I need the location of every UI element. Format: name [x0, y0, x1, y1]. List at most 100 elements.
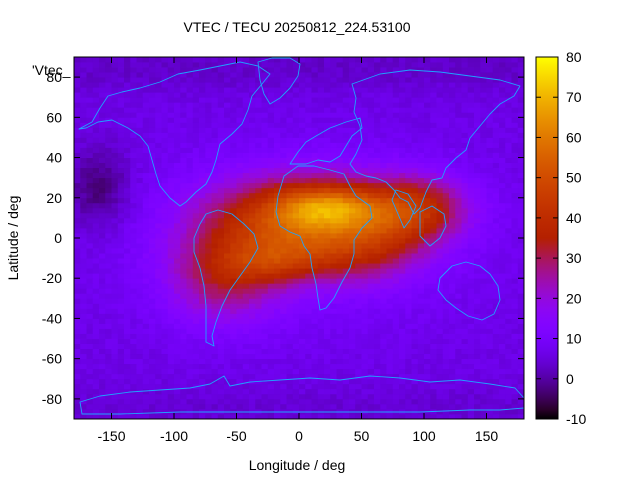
- heatmap-cell: [242, 368, 250, 375]
- heatmap-cell: [286, 398, 294, 405]
- heatmap-cell: [361, 308, 369, 314]
- heatmap-cell: [386, 348, 394, 355]
- heatmap-cell: [455, 398, 462, 405]
- heatmap-cell: [499, 303, 506, 309]
- heatmap-cell: [80, 353, 87, 360]
- heatmap-cell: [117, 192, 125, 199]
- heatmap-cell: [224, 177, 231, 184]
- heatmap-cell: [255, 333, 262, 339]
- heatmap-cell: [111, 348, 119, 355]
- heatmap-cell: [486, 323, 494, 329]
- heatmap-cell: [486, 403, 494, 410]
- heatmap-cell: [430, 167, 437, 174]
- heatmap-cell: [461, 87, 469, 93]
- heatmap-cell: [349, 348, 356, 355]
- heatmap-cell: [267, 303, 275, 309]
- heatmap-cell: [467, 243, 475, 249]
- heatmap-cell: [286, 338, 294, 344]
- heatmap-cell: [355, 238, 362, 244]
- heatmap-cell: [342, 373, 350, 380]
- heatmap-cell: [317, 232, 325, 239]
- heatmap-cell: [136, 167, 144, 174]
- heatmap-cell: [517, 82, 525, 88]
- heatmap-cell: [511, 222, 519, 229]
- heatmap-cell: [105, 82, 112, 88]
- heatmap-cell: [486, 117, 494, 123]
- heatmap-cell: [180, 353, 187, 360]
- heatmap-cell: [142, 343, 150, 350]
- heatmap-cell: [80, 363, 87, 370]
- heatmap-cell: [336, 378, 344, 385]
- heatmap-cell: [136, 102, 144, 108]
- heatmap-cell: [336, 197, 344, 204]
- heatmap-cell: [167, 368, 175, 375]
- heatmap-cell: [255, 112, 262, 118]
- heatmap-cell: [299, 82, 306, 88]
- heatmap-cell: [417, 288, 425, 294]
- heatmap-cell: [386, 278, 394, 284]
- heatmap-cell: [136, 217, 144, 224]
- heatmap-cell: [305, 107, 312, 113]
- heatmap-cell: [436, 368, 444, 375]
- heatmap-cell: [186, 283, 194, 289]
- heatmap-cell: [224, 373, 231, 380]
- heatmap-cell: [511, 258, 519, 264]
- heatmap-cell: [286, 117, 294, 123]
- heatmap-cell: [80, 243, 87, 249]
- heatmap-cell: [205, 348, 212, 355]
- heatmap-cell: [105, 288, 112, 294]
- heatmap-cell: [355, 132, 362, 138]
- heatmap-cell: [142, 127, 150, 133]
- heatmap-cell: [386, 243, 394, 249]
- heatmap-cell: [399, 273, 406, 279]
- heatmap-cell: [274, 137, 281, 143]
- heatmap-cell: [449, 92, 456, 98]
- heatmap-cell: [505, 368, 512, 375]
- heatmap-cell: [305, 373, 312, 380]
- heatmap-cell: [480, 202, 487, 209]
- heatmap-cell: [149, 162, 156, 169]
- heatmap-cell: [417, 253, 425, 259]
- heatmap-cell: [505, 142, 512, 148]
- heatmap-cell: [517, 353, 525, 360]
- heatmap-cell: [492, 72, 500, 78]
- heatmap-cell: [461, 92, 469, 98]
- heatmap-cell: [180, 87, 187, 93]
- heatmap-cell: [261, 232, 269, 239]
- heatmap-cell: [324, 263, 331, 269]
- heatmap-cell: [211, 353, 219, 360]
- heatmap-cell: [517, 243, 525, 249]
- heatmap-cell: [399, 358, 406, 365]
- heatmap-cell: [324, 413, 331, 420]
- heatmap-cell: [361, 413, 369, 420]
- heatmap-cell: [424, 117, 431, 123]
- heatmap-cell: [411, 393, 419, 400]
- heatmap-cell: [330, 253, 337, 259]
- heatmap-cell: [255, 283, 262, 289]
- heatmap-cell: [80, 182, 87, 189]
- heatmap-cell: [467, 348, 475, 355]
- heatmap-cell: [424, 398, 431, 405]
- heatmap-cell: [192, 343, 200, 350]
- heatmap-cell: [336, 227, 344, 234]
- heatmap-cell: [111, 232, 119, 239]
- heatmap-cell: [124, 238, 131, 244]
- heatmap-cell: [74, 288, 81, 294]
- heatmap-cell: [186, 127, 194, 133]
- heatmap-cell: [224, 323, 231, 329]
- heatmap-cell: [199, 298, 206, 304]
- heatmap-cell: [249, 117, 256, 123]
- heatmap-cell: [242, 177, 250, 184]
- heatmap-cell: [417, 222, 425, 229]
- heatmap-cell: [317, 97, 325, 103]
- heatmap-cell: [192, 147, 200, 153]
- heatmap-cell: [267, 263, 275, 269]
- heatmap-cell: [361, 182, 369, 189]
- heatmap-cell: [167, 353, 175, 360]
- heatmap-cell: [361, 97, 369, 103]
- heatmap-cell: [442, 243, 450, 249]
- heatmap-cell: [167, 323, 175, 329]
- heatmap-cell: [149, 77, 156, 83]
- heatmap-cell: [211, 363, 219, 370]
- heatmap-cell: [99, 227, 106, 234]
